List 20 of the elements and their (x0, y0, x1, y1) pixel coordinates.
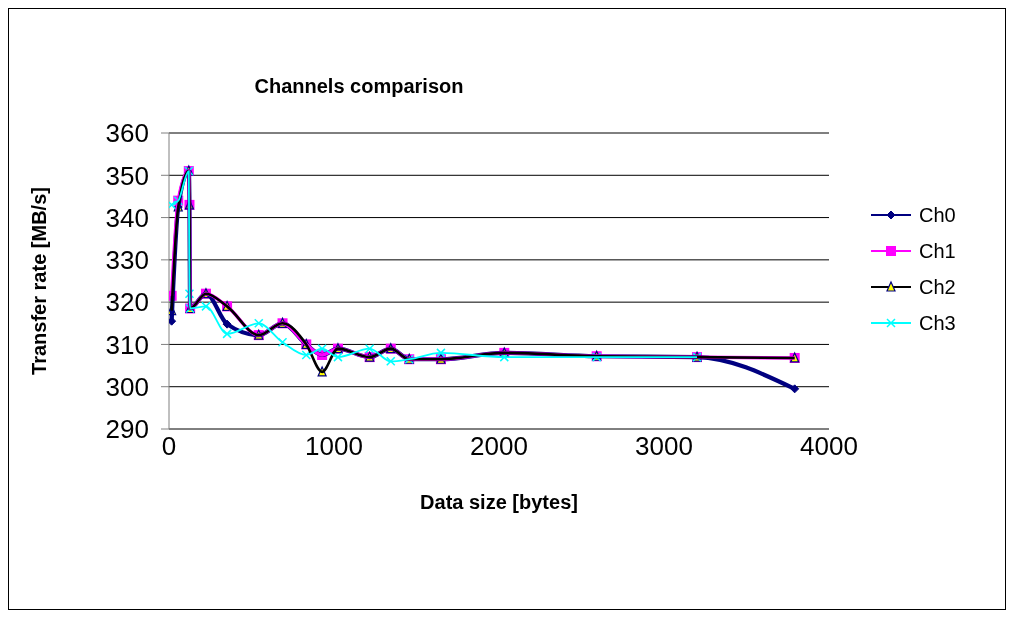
y-tick-label: 320 (105, 287, 149, 318)
legend-label: Ch1 (919, 239, 956, 263)
y-tick-label: 300 (105, 371, 149, 402)
y-axis-title: Transfer rate [MB/s] (28, 187, 51, 375)
x-axis-title: Data size [bytes] (420, 491, 578, 513)
y-tick-label: 310 (105, 329, 149, 360)
y-tick-label: 350 (105, 160, 149, 191)
y-tick-label: 360 (105, 118, 149, 149)
x-tick-label: 4000 (800, 431, 858, 462)
chart-title: Channels comparison (253, 75, 465, 98)
x-tick-label: 2000 (470, 431, 528, 462)
x-tick-label: 1000 (305, 431, 363, 462)
legend-label: Ch3 (919, 311, 956, 335)
legend-label: Ch0 (919, 203, 956, 227)
legend-label: Ch2 (919, 275, 956, 299)
y-tick-label: 330 (105, 245, 149, 276)
x-tick-label: 3000 (635, 431, 693, 462)
y-tick-label: 340 (105, 202, 149, 233)
y-tick-label: 290 (105, 414, 149, 445)
x-tick-label: 0 (161, 431, 177, 462)
